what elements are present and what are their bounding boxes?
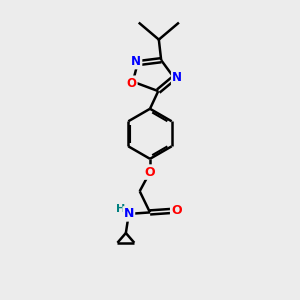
Text: H: H bbox=[116, 204, 125, 214]
Text: N: N bbox=[124, 207, 134, 220]
Text: O: O bbox=[145, 166, 155, 178]
Text: N: N bbox=[172, 71, 182, 84]
Text: O: O bbox=[127, 77, 136, 90]
Text: O: O bbox=[171, 205, 182, 218]
Text: N: N bbox=[131, 55, 141, 68]
